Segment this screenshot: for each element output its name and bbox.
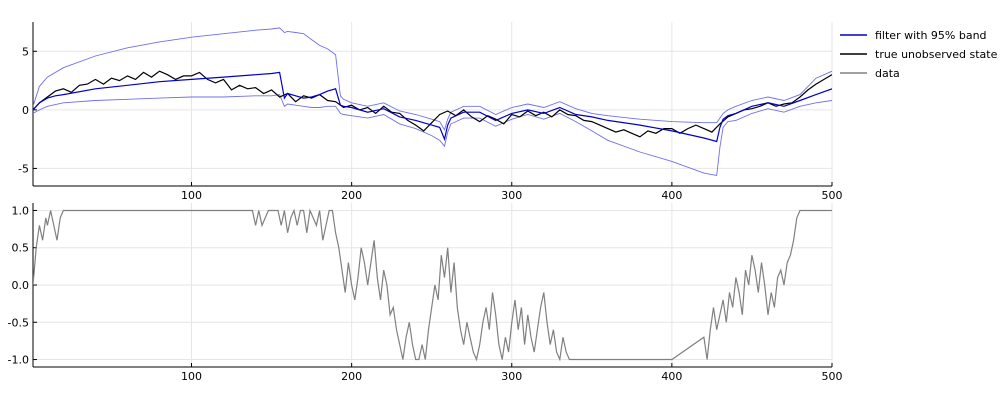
legend-label: true unobserved state: [875, 48, 998, 61]
series-line-data: [33, 208, 832, 362]
legend-label: data: [875, 67, 900, 80]
x-tick-label: 500: [822, 189, 843, 202]
series-line-upper: [33, 27, 832, 131]
y-tick-label: -1.0: [8, 354, 29, 367]
series-line-lower: [33, 94, 832, 177]
y-tick-label: 1.0: [12, 204, 30, 217]
x-tick-label: 300: [501, 189, 522, 202]
x-tick-label: 400: [661, 370, 682, 383]
series-line-state: [33, 70, 832, 138]
panel-2: 100 200 300 400 500 -1.0 -0.5 0.0 0.5 1.0: [8, 203, 843, 383]
y-tick-label: 0.5: [12, 242, 30, 255]
y-tick-label: 5: [22, 45, 29, 58]
x-tick-label: 500: [822, 370, 843, 383]
x-tick-label: 100: [181, 189, 202, 202]
panel-1: 100 200 300 400 500 -5 0 5 filter with 95% band t…: [18, 22, 998, 202]
series-line-mean: [33, 71, 832, 143]
y-tick-label: -5: [18, 162, 29, 175]
y-tick-label: 0: [22, 104, 29, 117]
x-tick-label: 400: [661, 189, 682, 202]
x-tick-label: 100: [181, 370, 202, 383]
x-tick-label: 300: [501, 370, 522, 383]
y-tick-label: -0.5: [8, 316, 29, 329]
legend-label: filter with 95% band: [875, 29, 987, 42]
y-tick-label: 0.0: [12, 279, 30, 292]
x-tick-label: 200: [341, 189, 362, 202]
x-tick-label: 200: [341, 370, 362, 383]
